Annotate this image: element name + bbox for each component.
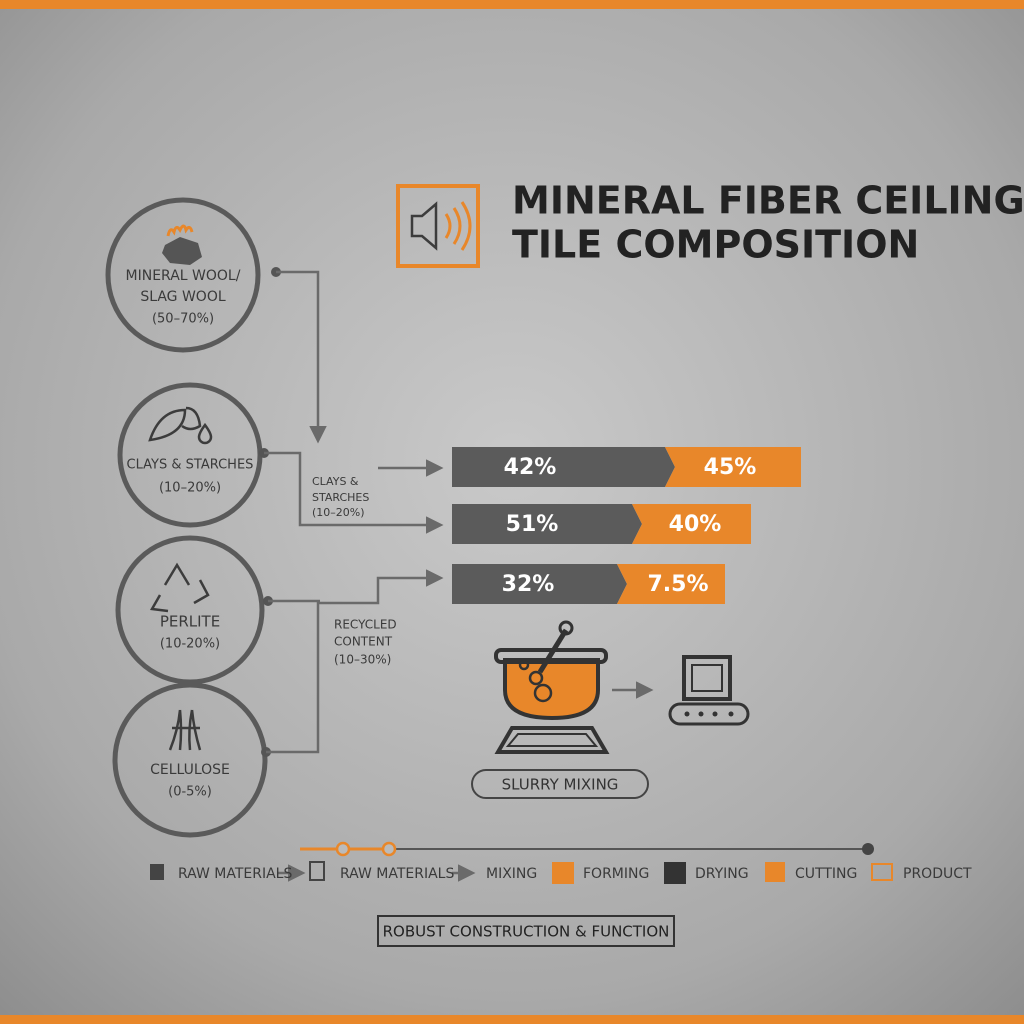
annotation: RECYCLED — [334, 618, 397, 632]
material-name: SLAG WOOL — [140, 289, 226, 305]
timeline-node — [335, 841, 351, 857]
material-name: MINERAL WOOL/ — [126, 268, 241, 284]
fiber-icon — [168, 709, 202, 751]
bar-label: 7.5% — [647, 572, 708, 597]
speaker-icon — [410, 201, 438, 251]
process-label-box — [471, 769, 649, 799]
footer-label: ROBUST CONSTRUCTION & FUNCTION — [383, 923, 670, 941]
recycle-icon — [149, 562, 210, 613]
top-stripe — [0, 0, 1024, 9]
bar-label: 51% — [506, 512, 559, 537]
drop-icon — [197, 422, 213, 445]
process-label: SLURRY MIXING — [502, 776, 619, 794]
bar-orange — [665, 447, 801, 487]
bar-label: 32% — [502, 572, 555, 597]
bar-label: 42% — [504, 455, 557, 480]
material-circle — [112, 682, 268, 838]
material-range: (10-20%) — [160, 637, 220, 652]
annotation: STARCHES — [312, 491, 369, 504]
bar-orange — [617, 564, 725, 604]
step-icons — [150, 861, 893, 884]
bar-gray — [452, 447, 675, 487]
material-range: (0-5%) — [168, 785, 212, 800]
sound-waves — [444, 201, 472, 251]
material-circle — [105, 197, 261, 353]
connectors — [259, 267, 444, 757]
leaf-icon — [148, 406, 202, 442]
header-icon-frame — [396, 184, 480, 268]
step-label: DRYING — [695, 866, 749, 882]
timeline-node — [381, 841, 397, 857]
flame-icon — [166, 224, 194, 237]
title-line: MINERAL FIBER CEILING — [512, 179, 1024, 223]
annotation: (10–20%) — [312, 506, 365, 519]
bar-gray — [452, 504, 642, 544]
bar-orange — [632, 504, 751, 544]
material-name: PERLITE — [160, 613, 220, 631]
footer-box — [377, 915, 675, 947]
step-label: MIXING — [486, 866, 537, 882]
step-label: RAW MATERIALS — [178, 866, 292, 882]
bar-gray — [452, 564, 627, 604]
annotation: CONTENT — [334, 635, 393, 649]
step-label: CUTTING — [795, 866, 857, 882]
annotation: CLAYS & — [312, 475, 359, 488]
annotation: (10–30%) — [334, 653, 391, 667]
mixing-icon — [494, 620, 610, 754]
bottom-stripe — [0, 1015, 1024, 1024]
material-name: CLAYS & STARCHES — [127, 458, 254, 473]
step-label: FORMING — [583, 866, 649, 882]
forming-icon — [668, 655, 750, 726]
material-name: CELLULOSE — [150, 762, 230, 778]
bars — [452, 447, 801, 604]
material-range: (10–20%) — [159, 481, 221, 496]
material-circle — [115, 535, 265, 685]
title-line: TILE COMPOSITION — [512, 223, 919, 267]
bar-label: 40% — [669, 512, 722, 537]
step-label: RAW MATERIALS — [340, 866, 454, 882]
timeline-node — [862, 843, 874, 855]
rock-icon — [162, 237, 202, 265]
bar-label: 45% — [704, 455, 757, 480]
step-label: PRODUCT — [903, 866, 972, 882]
material-range: (50–70%) — [152, 312, 214, 327]
